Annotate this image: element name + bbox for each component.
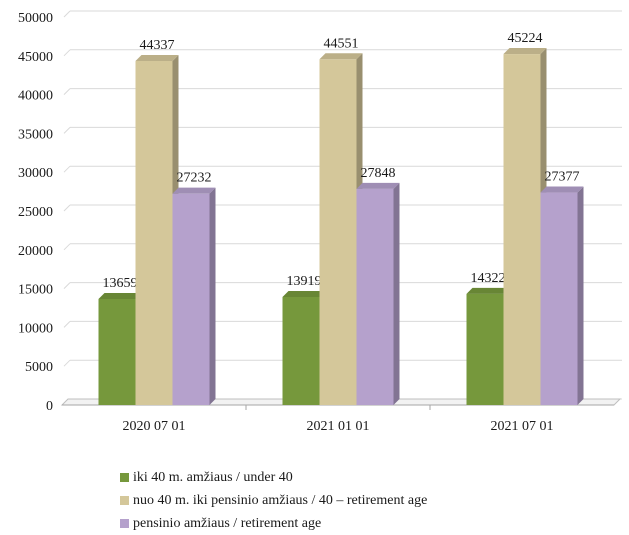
x-tick-label: 2021 07 01 bbox=[491, 419, 554, 434]
y-tick-label: 0 bbox=[46, 399, 53, 414]
data-label: 14322 bbox=[471, 271, 506, 286]
y-tick-label: 20000 bbox=[18, 244, 53, 259]
y-tick-label: 40000 bbox=[18, 89, 53, 104]
bar bbox=[503, 54, 541, 405]
y-tick-label: 30000 bbox=[18, 166, 53, 181]
data-label: 44551 bbox=[324, 36, 359, 51]
legend-swatch-under-40 bbox=[120, 473, 129, 482]
data-label: 27232 bbox=[177, 171, 212, 186]
y-tick-label: 45000 bbox=[18, 50, 53, 65]
gridline-side bbox=[63, 127, 71, 134]
bar bbox=[282, 296, 320, 405]
bar-top bbox=[540, 186, 584, 193]
legend-label-under-40: iki 40 m. amžiaus / under 40 bbox=[133, 469, 293, 485]
bar-side bbox=[393, 182, 400, 405]
gridline-side bbox=[63, 243, 71, 251]
legend-swatch-40-retirement bbox=[120, 496, 129, 505]
gridline-side bbox=[63, 165, 71, 173]
data-label: 45224 bbox=[508, 31, 543, 46]
legend-label-retirement-age: pensinio amžiaus / retirement age bbox=[133, 515, 322, 531]
x-tick-label: 2021 01 01 bbox=[307, 419, 370, 434]
bar-top bbox=[135, 54, 179, 61]
gridline-side bbox=[63, 10, 71, 18]
y-tick-label: 50000 bbox=[18, 11, 53, 26]
bar bbox=[98, 299, 136, 405]
data-label: 44337 bbox=[140, 38, 175, 53]
x-tick-label: 2020 07 01 bbox=[123, 419, 186, 434]
y-tick-label: 5000 bbox=[25, 360, 53, 375]
y-tick-label: 15000 bbox=[18, 283, 53, 298]
legend-item-40-retirement: nuo 40 m. iki pensinio amžiaus / 40 – re… bbox=[120, 489, 427, 512]
gridline-side bbox=[63, 282, 71, 289]
bar-top bbox=[282, 290, 326, 297]
bar-side bbox=[209, 187, 216, 405]
data-label: 13659 bbox=[103, 276, 138, 291]
bar bbox=[135, 60, 173, 405]
bar-top bbox=[98, 293, 142, 300]
bar bbox=[540, 192, 578, 405]
data-label: 27848 bbox=[361, 166, 396, 181]
bar-top bbox=[319, 53, 363, 60]
bar bbox=[172, 193, 210, 405]
bar-top bbox=[466, 287, 510, 294]
legend-item-under-40: iki 40 m. amžiaus / under 40 bbox=[120, 466, 427, 489]
bar-top bbox=[172, 187, 216, 194]
legend: iki 40 m. amžiaus / under 40 nuo 40 m. i… bbox=[120, 466, 427, 535]
bar-top bbox=[356, 182, 400, 189]
data-label: 13919 bbox=[287, 274, 322, 289]
gridline-side bbox=[63, 204, 71, 212]
bar-chart: 0 5000 10000 15000 20000 25000 30000 35000 40000… bbox=[18, 10, 622, 434]
bar bbox=[319, 59, 357, 405]
bar bbox=[466, 293, 504, 405]
gridline-side bbox=[63, 88, 71, 95]
bar-side bbox=[577, 186, 584, 405]
gridline-side bbox=[63, 321, 71, 328]
gridline-side bbox=[63, 49, 71, 57]
data-label: 27377 bbox=[545, 170, 580, 185]
y-tick-label: 25000 bbox=[18, 205, 53, 220]
y-tick-label: 35000 bbox=[18, 127, 53, 142]
bar bbox=[356, 188, 394, 405]
bar-top bbox=[503, 48, 547, 55]
legend-label-40-retirement: nuo 40 m. iki pensinio amžiaus / 40 – re… bbox=[133, 492, 428, 508]
legend-swatch-retirement-age bbox=[120, 519, 129, 528]
gridline-side bbox=[63, 359, 71, 367]
y-tick-label: 10000 bbox=[18, 321, 53, 336]
legend-item-retirement-age: pensinio amžiaus / retirement age bbox=[120, 512, 427, 535]
